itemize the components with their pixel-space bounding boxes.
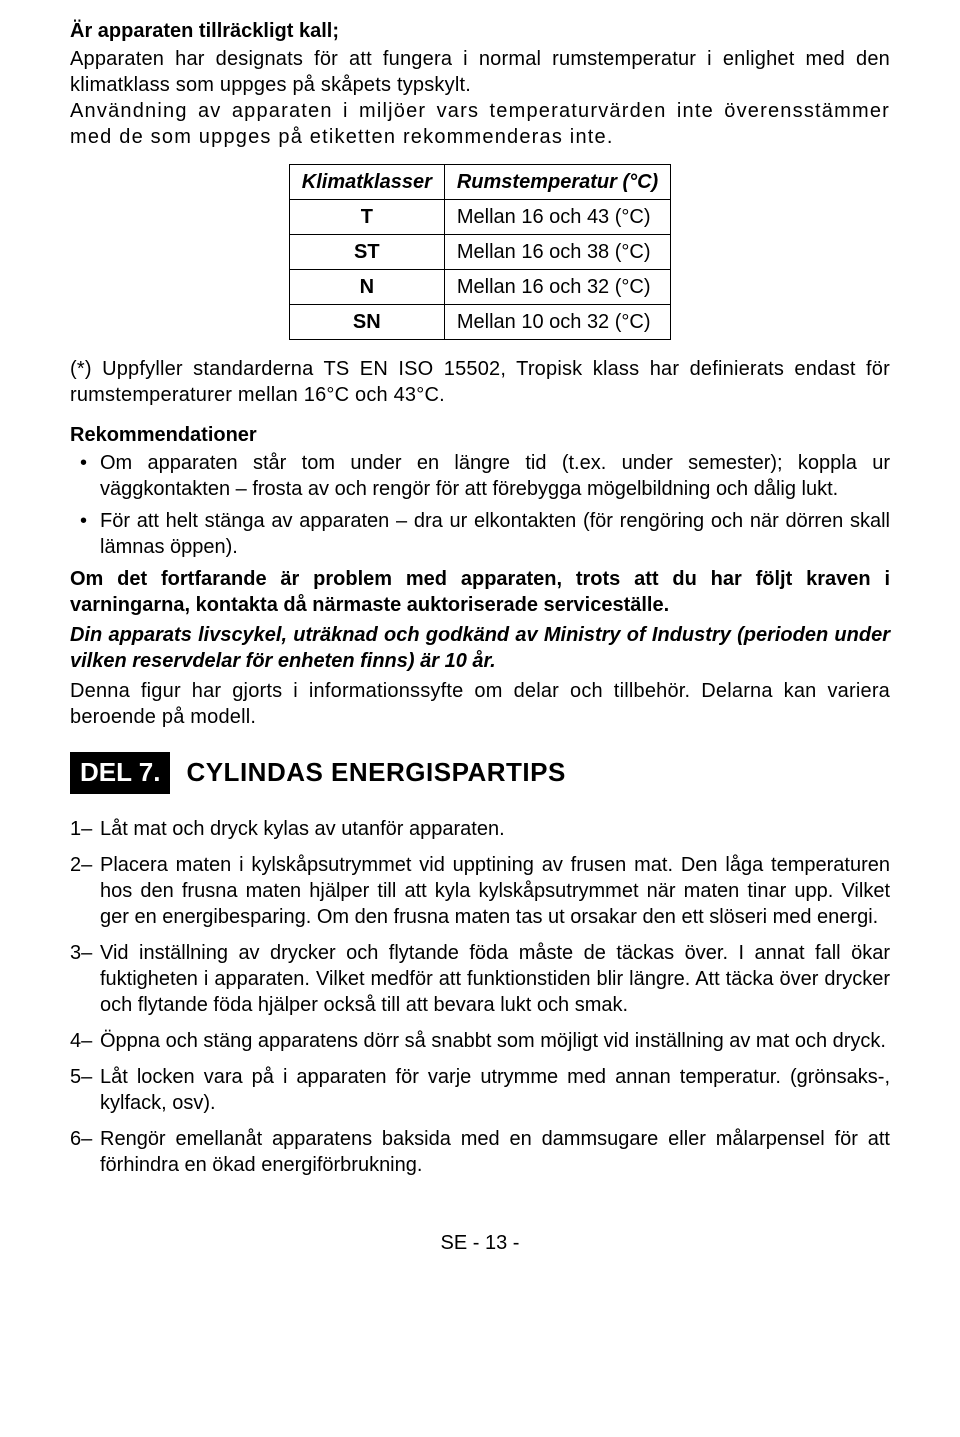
list-number: 5– — [70, 1064, 92, 1090]
table-cell-klass: T — [289, 200, 444, 235]
climate-table: Klimatklasser Rumstemperatur (°C) T Mell… — [289, 164, 671, 340]
list-item: 4–Öppna och stäng apparatens dörr så sna… — [100, 1028, 890, 1054]
page-footer: SE - 13 - — [70, 1230, 890, 1256]
list-text: Låt locken vara på i apparaten för varje… — [100, 1066, 890, 1114]
intro-paragraph-2: Användning av apparaten i miljöer vars t… — [70, 98, 890, 150]
del7-badge: DEL 7. — [70, 752, 170, 794]
list-text: Öppna och stäng apparatens dörr så snabb… — [100, 1030, 886, 1052]
table-row: T Mellan 16 och 43 (°C) — [289, 200, 670, 235]
table-header-rumstemperatur: Rumstemperatur (°C) — [444, 165, 670, 200]
table-cell-val: Mellan 16 och 32 (°C) — [444, 270, 670, 305]
problem-paragraph: Om det fortfarande är problem med appara… — [70, 566, 890, 618]
table-cell-klass: SN — [289, 305, 444, 340]
list-text: Vid inställning av drycker och flytande … — [100, 942, 890, 1016]
list-item: För att helt stänga av apparaten – dra u… — [100, 508, 890, 560]
list-text: Rengör emellanåt apparatens baksida med … — [100, 1128, 890, 1176]
list-item: Om apparaten står tom under en längre ti… — [100, 450, 890, 502]
table-cell-val: Mellan 16 och 43 (°C) — [444, 200, 670, 235]
list-number: 4– — [70, 1028, 92, 1054]
list-text: Låt mat och dryck kylas av utanför appar… — [100, 818, 505, 840]
list-text: Placera maten i kylskåpsutrymmet vid upp… — [100, 854, 890, 928]
lifecycle-paragraph: Din apparats livscykel, uträknad och god… — [70, 622, 890, 674]
table-cell-val: Mellan 16 och 38 (°C) — [444, 235, 670, 270]
list-item: 1–Låt mat och dryck kylas av utanför app… — [100, 816, 890, 842]
list-number: 2– — [70, 852, 92, 878]
list-item: 3–Vid inställning av drycker och flytand… — [100, 940, 890, 1018]
recommendations-header: Rekommendationer — [70, 422, 890, 448]
table-cell-klass: N — [289, 270, 444, 305]
info-paragraph: Denna figur har gjorts i informationssyf… — [70, 678, 890, 730]
list-number: 1– — [70, 816, 92, 842]
table-cell-val: Mellan 10 och 32 (°C) — [444, 305, 670, 340]
del7-heading: DEL 7. CYLINDAS ENERGISPARTIPS — [70, 752, 890, 794]
section-title-cold: Är apparaten tillräckligt kall; — [70, 18, 890, 44]
table-row: ST Mellan 16 och 38 (°C) — [289, 235, 670, 270]
energy-tips-list: 1– Låt mat och dryck kylas av utanför app… — [70, 816, 890, 1178]
table-row: N Mellan 16 och 32 (°C) — [289, 270, 670, 305]
footnote-paragraph: (*) Uppfyller standarderna TS EN ISO 155… — [70, 356, 890, 408]
list-item: 5–Låt locken vara på i apparaten för var… — [100, 1064, 890, 1116]
table-cell-klass: ST — [289, 235, 444, 270]
intro-paragraph-1: Apparaten har designats för att fungera … — [70, 46, 890, 98]
list-number: 6– — [70, 1126, 92, 1152]
list-number: 3– — [70, 940, 92, 966]
climate-table-wrap: Klimatklasser Rumstemperatur (°C) T Mell… — [70, 164, 890, 340]
recommendations-list: Om apparaten står tom under en längre ti… — [70, 450, 890, 560]
del7-title: CYLINDAS ENERGISPARTIPS — [186, 756, 565, 790]
table-row: SN Mellan 10 och 32 (°C) — [289, 305, 670, 340]
table-header-klimatklasser: Klimatklasser — [289, 165, 444, 200]
list-item: 2–Placera maten i kylskåpsutrymmet vid u… — [100, 852, 890, 930]
list-item: 6–Rengör emellanåt apparatens baksida me… — [100, 1126, 890, 1178]
